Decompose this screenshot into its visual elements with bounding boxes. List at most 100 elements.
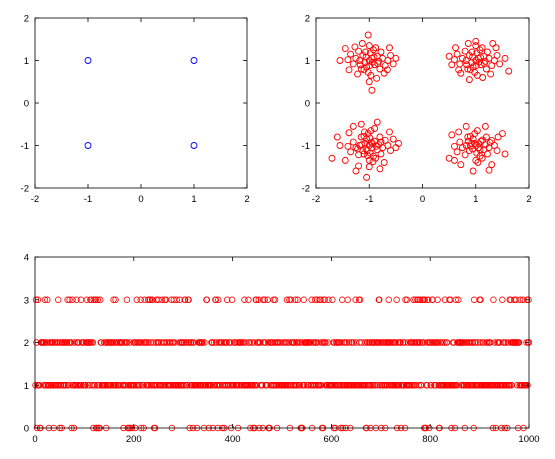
data-point — [223, 339, 230, 346]
y-tick-label: 1 — [305, 56, 310, 67]
chart-2-points — [328, 31, 513, 181]
data-point — [322, 339, 329, 346]
data-point — [94, 296, 101, 303]
data-point — [365, 78, 373, 86]
data-point — [245, 296, 252, 303]
data-point — [367, 127, 375, 135]
data-point — [377, 150, 385, 158]
data-point — [63, 339, 71, 346]
data-point — [490, 296, 497, 303]
data-point — [357, 133, 365, 141]
x-tick-label: 0 — [138, 194, 143, 205]
data-point — [69, 296, 76, 303]
x-tick-label: 0 — [420, 194, 425, 205]
data-point — [84, 142, 92, 149]
y-tick-label: 1 — [24, 56, 29, 67]
x-tick-label: -1 — [84, 194, 92, 205]
data-point — [143, 339, 150, 346]
data-point — [364, 152, 372, 160]
data-point — [321, 296, 329, 303]
data-point — [464, 65, 472, 73]
data-point — [84, 57, 92, 64]
data-point — [212, 296, 219, 303]
data-point — [64, 296, 71, 303]
chart-3: 0 200 400 600 800 1000 0 1 2 3 4 — [24, 253, 540, 446]
data-point — [515, 339, 523, 346]
chart-3-points — [32, 296, 533, 432]
data-point — [357, 120, 365, 128]
data-point — [472, 42, 480, 50]
y-tick-label: 2 — [305, 14, 310, 25]
data-point — [427, 382, 435, 389]
y-tick-label: -1 — [21, 141, 29, 152]
data-point — [416, 339, 424, 346]
x-tick-label: 200 — [126, 434, 142, 445]
data-point — [373, 118, 381, 126]
data-point — [180, 339, 188, 346]
x-tick-label: 1000 — [518, 434, 539, 445]
data-point — [341, 45, 349, 53]
data-point — [487, 70, 495, 78]
data-point — [201, 339, 208, 346]
data-point — [485, 166, 493, 174]
data-point — [387, 147, 394, 155]
data-point — [223, 296, 231, 303]
data-point — [496, 60, 504, 68]
data-point — [461, 47, 469, 55]
data-point — [137, 296, 144, 303]
y-tick-label: 4 — [24, 253, 29, 264]
data-point — [374, 60, 382, 67]
data-point — [395, 139, 402, 147]
y-tick-label: 2 — [24, 14, 29, 25]
y-tick-label: 3 — [24, 295, 29, 306]
data-point — [185, 296, 192, 303]
data-point — [241, 296, 248, 303]
data-point — [397, 339, 404, 346]
data-point — [461, 151, 469, 159]
data-point — [512, 296, 520, 303]
data-point — [468, 48, 476, 56]
data-point — [377, 48, 385, 56]
y-tick-label: 0 — [24, 424, 29, 435]
x-tick-label: 2 — [244, 194, 249, 205]
data-point — [387, 51, 394, 59]
data-point — [476, 46, 484, 54]
data-point — [465, 76, 473, 84]
data-point — [345, 66, 353, 74]
data-point — [264, 339, 272, 346]
data-point — [376, 133, 384, 141]
data-point — [344, 142, 352, 150]
data-point — [463, 61, 471, 69]
data-point — [452, 44, 459, 52]
data-point — [336, 142, 344, 149]
data-point — [66, 296, 73, 303]
data-point — [215, 296, 222, 303]
data-point — [470, 296, 478, 303]
data-point — [368, 86, 376, 94]
data-point — [464, 137, 472, 145]
data-point — [285, 382, 292, 389]
data-point — [55, 296, 62, 303]
data-point — [97, 296, 104, 303]
chart-1-frame — [34, 17, 248, 189]
data-point — [336, 57, 344, 64]
x-tick-label: -1 — [365, 194, 373, 205]
data-point — [469, 53, 477, 61]
data-point — [501, 54, 509, 62]
data-point — [366, 134, 374, 142]
data-point — [421, 296, 428, 303]
data-point — [363, 147, 371, 155]
x-tick-label: 0 — [32, 434, 37, 445]
data-point — [441, 339, 448, 346]
data-point — [123, 296, 131, 303]
data-point — [146, 296, 154, 303]
data-point — [417, 296, 424, 303]
data-point — [464, 40, 472, 47]
data-point — [412, 296, 419, 303]
data-point — [362, 53, 370, 61]
data-point — [386, 128, 393, 136]
data-point — [314, 339, 321, 346]
data-point — [180, 382, 187, 389]
data-point — [41, 296, 49, 303]
data-point — [472, 156, 480, 164]
